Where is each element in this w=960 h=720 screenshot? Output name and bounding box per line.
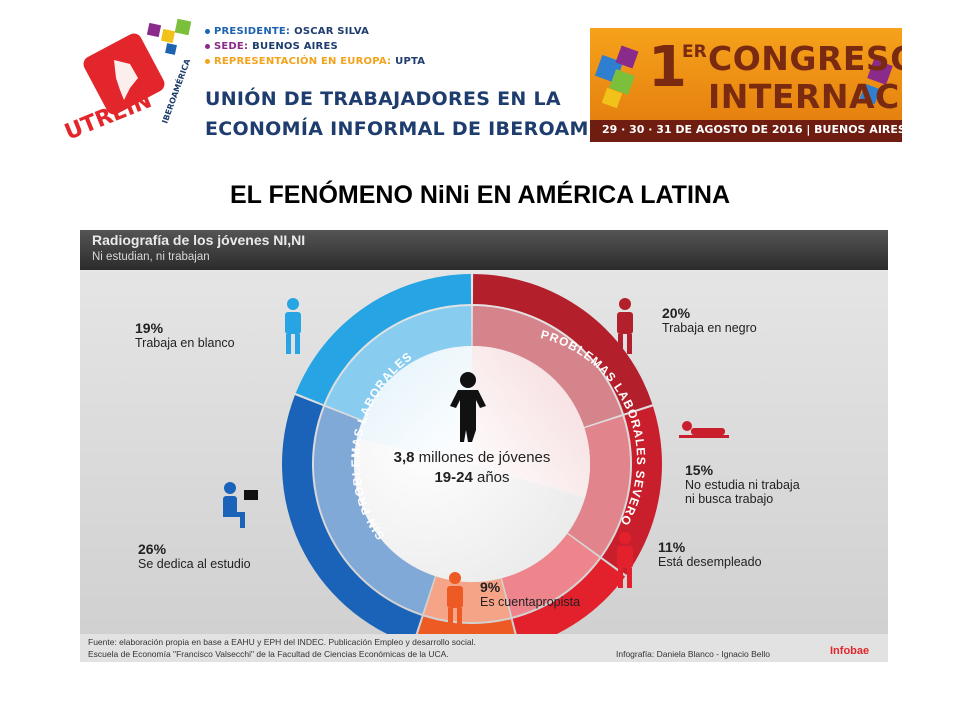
slice-5 [295, 274, 472, 405]
slice-percent-label: 26% [138, 541, 167, 557]
slice-percent-label: 20% [662, 305, 691, 321]
congress-title-line1: CONGRESO [708, 39, 902, 78]
slice-category-label: ni busca trabajo [685, 492, 773, 506]
info-line-europe: REPRESENTACIÓN EN EUROPA: UPTA [205, 56, 425, 71]
slice-category-label: Trabaja en blanco [135, 336, 235, 350]
infobae-logo: Infobae [830, 645, 870, 657]
infographic-subtitle: Ni estudian, ni trabajan [92, 251, 210, 263]
congress-superscript: ER [682, 42, 707, 62]
bullet-icon [205, 28, 210, 34]
lying-person-icon [679, 421, 729, 438]
slice-category-label: Se dedica al estudio [138, 557, 251, 571]
worker-icon [617, 298, 633, 354]
slice-4 [282, 395, 422, 645]
infographic-header [80, 230, 888, 270]
bullet-icon [205, 43, 210, 49]
congress-cubes-icon [594, 45, 893, 109]
footer-band [80, 634, 888, 662]
congress-date-bar [590, 120, 902, 142]
slice-percent-label: 19% [135, 320, 164, 336]
utrein-logo: UTREIN IBEROAMÉRICA [61, 18, 193, 146]
infographic-title: Radiografía de los jóvenes NI,NI [92, 232, 306, 248]
info-line-president: PRESIDENTE: OSCAR SILVA [205, 26, 425, 41]
slice-category-label: Está desempleado [658, 555, 762, 569]
congress-number: 1 [648, 35, 687, 100]
slice-percent-label: 11% [658, 539, 686, 555]
congress-date: 29 · 30 · 31 DE AGOSTO DE 2016 | BUENOS … [602, 123, 902, 136]
person-icon [450, 372, 486, 442]
slice-category-label: Trabaja en negro [662, 321, 757, 335]
slice-category-label: No estudia ni trabaja [685, 478, 800, 492]
svg-text:IBEROAMÉRICA: IBEROAMÉRICA [159, 56, 193, 125]
inner-band-5 [325, 306, 472, 420]
org-info: PRESIDENTE: OSCAR SILVA SEDE: BUENOS AIRES… [205, 26, 425, 71]
congress-title-line2: INTERNACIONAL [708, 77, 902, 116]
formal-worker-icon [285, 298, 301, 354]
slice-0 [472, 274, 653, 414]
slice-percent-label: 15% [685, 462, 714, 478]
slice-percent-label: 9% [480, 579, 501, 595]
donut-chart: 3,8 millones de jóvenes 19-24 años SIN P… [80, 230, 800, 654]
center-left-shade [357, 346, 472, 464]
slice-category-label: Es cuentapropista [480, 595, 580, 609]
infographic: Radiografía de los jóvenes NI,NI Ni estu… [80, 230, 888, 662]
self-employed-icon [447, 572, 463, 628]
inner-band-3 [424, 576, 511, 622]
inner-band-1 [567, 416, 630, 557]
center-right-shade [472, 346, 591, 498]
footer-source-line2: Escuela de Economía "Francisco Valsecchi… [88, 649, 449, 659]
congress-banner: 1 ER CONGRESO INTERNACIONAL 29 · 30 · 31… [590, 28, 902, 142]
center-text-line2: 19-24 años [434, 469, 509, 486]
footer-source-line1: Fuente: elaboración propia en base a EAH… [88, 637, 476, 647]
inner-band-2 [502, 533, 600, 617]
inner-band-0 [472, 306, 622, 427]
bullet-icon [205, 58, 210, 64]
inner-band-4 [314, 406, 435, 614]
page-title: EL FENÓMENO NiNi EN AMÉRICA LATINA [230, 181, 730, 209]
slice-2 [512, 558, 626, 648]
info-line-sede: SEDE: BUENOS AIRES [205, 41, 425, 56]
slice-1 [602, 406, 662, 575]
footer-credit: Infografía: Daniela Blanco - Ignacio Bel… [616, 649, 771, 659]
center-text-line1: 3,8 millones de jóvenes [394, 449, 551, 466]
unemployed-person-icon [617, 532, 633, 588]
student-icon [223, 482, 258, 528]
org-name: UNIÓN DE TRABAJADORES EN LA ECONOMÍA INF… [205, 88, 654, 140]
